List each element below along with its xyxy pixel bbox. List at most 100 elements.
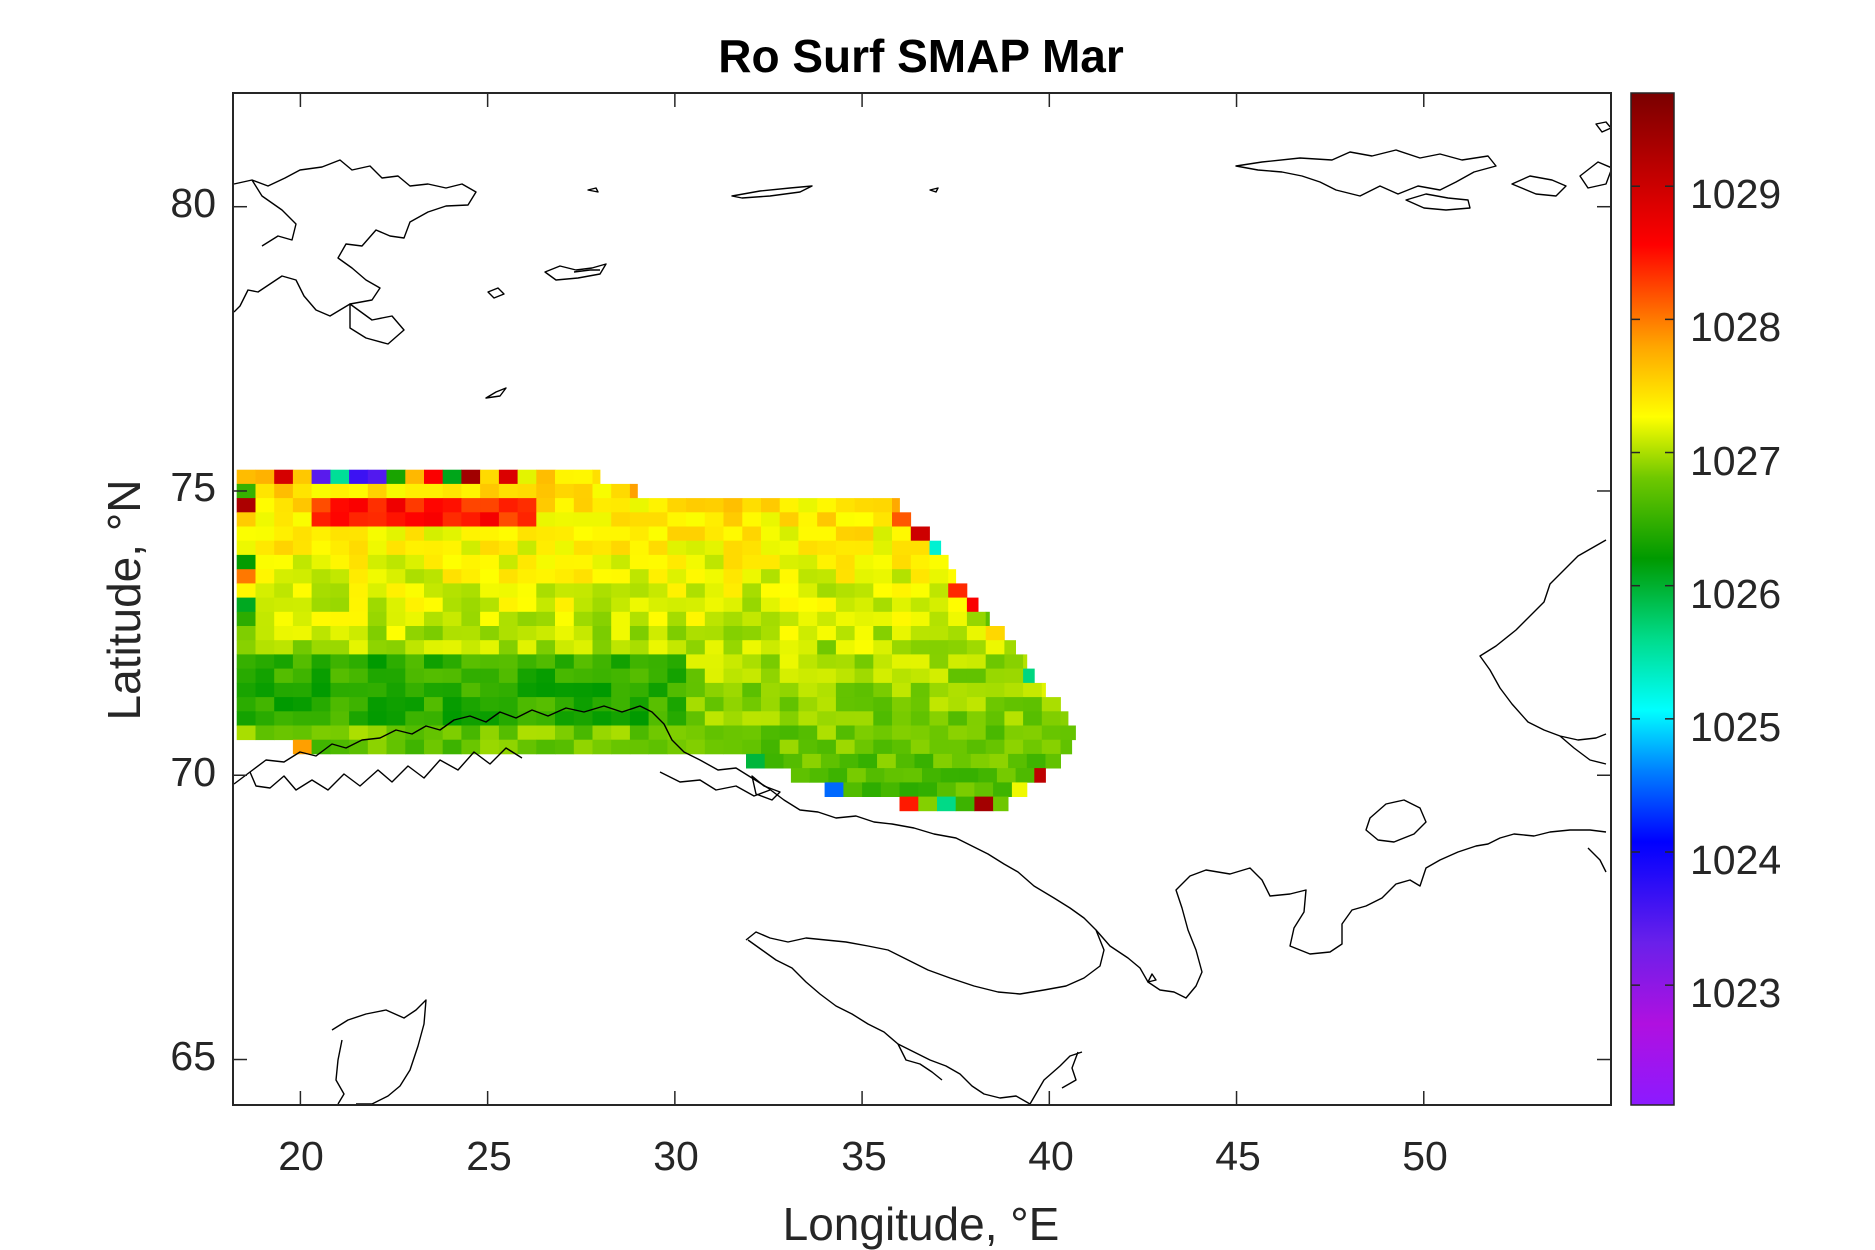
heatmap-cell [498, 654, 518, 669]
heatmap-cell [424, 569, 444, 584]
heatmap-cell [292, 711, 312, 726]
heatmap-cell [367, 654, 387, 669]
heatmap-cell [892, 526, 912, 542]
heatmap-cell [629, 668, 649, 684]
heatmap-cell [424, 512, 444, 527]
heatmap-cell [236, 526, 256, 542]
heatmap-cell [442, 739, 462, 755]
heatmap-cell [592, 526, 612, 542]
heatmap-cell [903, 768, 923, 783]
heatmap-cell [480, 498, 500, 513]
heatmap-cell [723, 512, 743, 527]
heatmap-cell [611, 583, 631, 598]
heatmap-cell [835, 540, 855, 556]
heatmap-cell [817, 554, 837, 570]
heatmap-cell [892, 697, 912, 712]
heatmap-cell [555, 483, 575, 499]
heatmap-cell [648, 583, 668, 598]
heatmap-cell [704, 668, 724, 684]
heatmap-cell [236, 540, 256, 556]
heatmap-cell [761, 526, 781, 542]
heatmap-cell [929, 654, 949, 669]
heatmap-cell [910, 739, 930, 755]
heatmap-cell [498, 540, 518, 556]
x-tick-label-35: 35 [841, 1133, 887, 1179]
heatmap-cell [592, 654, 612, 669]
heatmap-cell [349, 597, 369, 613]
heatmap-cell [648, 640, 668, 655]
heatmap-cell [292, 654, 312, 669]
heatmap-cell [311, 583, 331, 598]
heatmap-cell [835, 697, 855, 712]
heatmap-cell [461, 569, 481, 584]
heatmap-cell [330, 682, 350, 698]
heatmap-cell [955, 796, 975, 812]
heatmap-cell [573, 526, 593, 542]
heatmap-cell [948, 697, 968, 712]
heatmap-cell [367, 739, 387, 755]
heatmap-cell [573, 554, 593, 570]
heatmap-cell [798, 739, 818, 755]
heatmap-cell [929, 569, 949, 584]
heatmap-cell [704, 697, 724, 712]
heatmap-cell [993, 782, 1013, 797]
heatmap-cell [424, 554, 444, 570]
heatmap-cell [629, 640, 649, 655]
heatmap-cell [592, 725, 612, 741]
heatmap-cell [255, 697, 275, 712]
heatmap-cell [442, 498, 462, 513]
heatmap-cell [424, 640, 444, 655]
heatmap-cell [779, 611, 799, 627]
heatmap-cell [311, 711, 331, 726]
heatmap-cell [517, 483, 537, 499]
heatmap-cell [798, 583, 818, 598]
heatmap-cell [367, 569, 387, 584]
heatmap-cell [236, 682, 256, 698]
heatmap-cell [910, 554, 930, 570]
heatmap-cell [555, 739, 575, 755]
heatmap-cell [835, 569, 855, 584]
heatmap-cell [480, 725, 500, 741]
heatmap-cell [405, 654, 425, 669]
heatmap-cell [611, 697, 631, 712]
heatmap-cell [292, 611, 312, 627]
coastline-kola-bay [659, 771, 771, 797]
heatmap-cell [442, 682, 462, 698]
heatmap-cell [592, 668, 612, 684]
heatmap-cell [1060, 739, 1073, 755]
coastline-franz-josef-3 [1511, 175, 1567, 197]
heatmap-cell [349, 697, 369, 712]
heatmap-cell [611, 711, 631, 726]
heatmap-cell [929, 697, 949, 712]
heatmap-cell [779, 583, 799, 598]
heatmap-cell [592, 569, 612, 584]
heatmap-cell [292, 668, 312, 684]
heatmap-cell [517, 697, 537, 712]
coastline-norway-fjords [249, 747, 523, 791]
heatmap-cell [929, 583, 949, 598]
heatmap-cell [480, 668, 500, 684]
heatmap-cell [424, 739, 444, 755]
heatmap-cell [667, 711, 687, 726]
heatmap-cell [442, 554, 462, 570]
heatmap-cell [555, 654, 575, 669]
heatmap-cell [461, 526, 481, 542]
heatmap-cell [686, 697, 706, 712]
heatmap-cell [349, 526, 369, 542]
heatmap-cell [498, 640, 518, 655]
heatmap-cell [985, 626, 1005, 641]
heatmap-cell [386, 483, 406, 499]
heatmap-cell [723, 711, 743, 726]
heatmap-cell [386, 739, 406, 755]
heatmap-cell [761, 668, 781, 684]
heatmap-cell [985, 668, 1005, 684]
heatmap-cell [873, 654, 893, 669]
heatmap-cell [667, 540, 687, 556]
heatmap-cell [311, 654, 331, 669]
heatmap-cell [862, 782, 882, 797]
heatmap-cell [573, 739, 593, 755]
heatmap-cell [948, 739, 968, 755]
heatmap-cell [686, 512, 706, 527]
heatmap-cell [704, 739, 724, 755]
heatmap-cell [948, 640, 968, 655]
